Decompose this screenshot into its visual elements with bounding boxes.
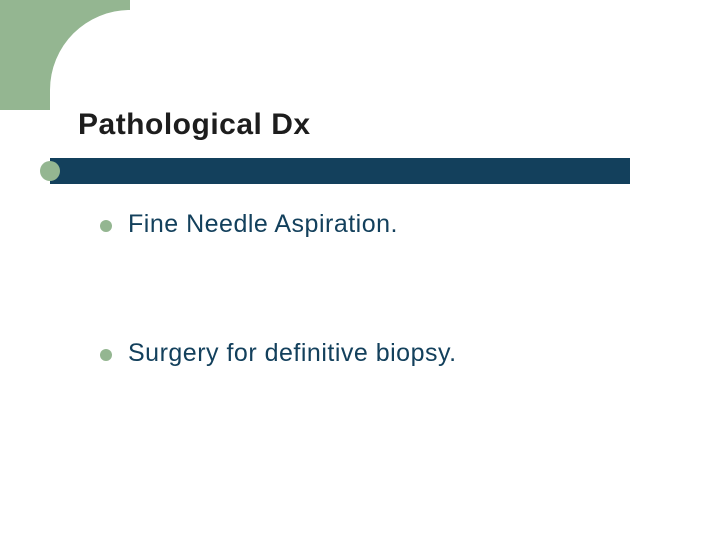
slide-title: Pathological Dx	[78, 108, 311, 142]
list-item: Fine Needle Aspiration.	[100, 210, 660, 239]
slide: Pathological Dx Fine Needle Aspiration. …	[0, 0, 720, 540]
list-item: Surgery for definitive biopsy.	[100, 339, 660, 368]
bullet-text: Surgery for definitive biopsy.	[128, 339, 457, 368]
bullet-icon	[100, 220, 112, 232]
bullet-icon	[100, 349, 112, 361]
corner-decoration	[0, 0, 130, 110]
corner-shape	[0, 0, 130, 110]
bullet-text: Fine Needle Aspiration.	[128, 210, 398, 239]
bullet-list: Fine Needle Aspiration. Surgery for defi…	[100, 210, 660, 368]
title-bar	[50, 158, 630, 184]
title-bar-dot	[40, 161, 60, 181]
